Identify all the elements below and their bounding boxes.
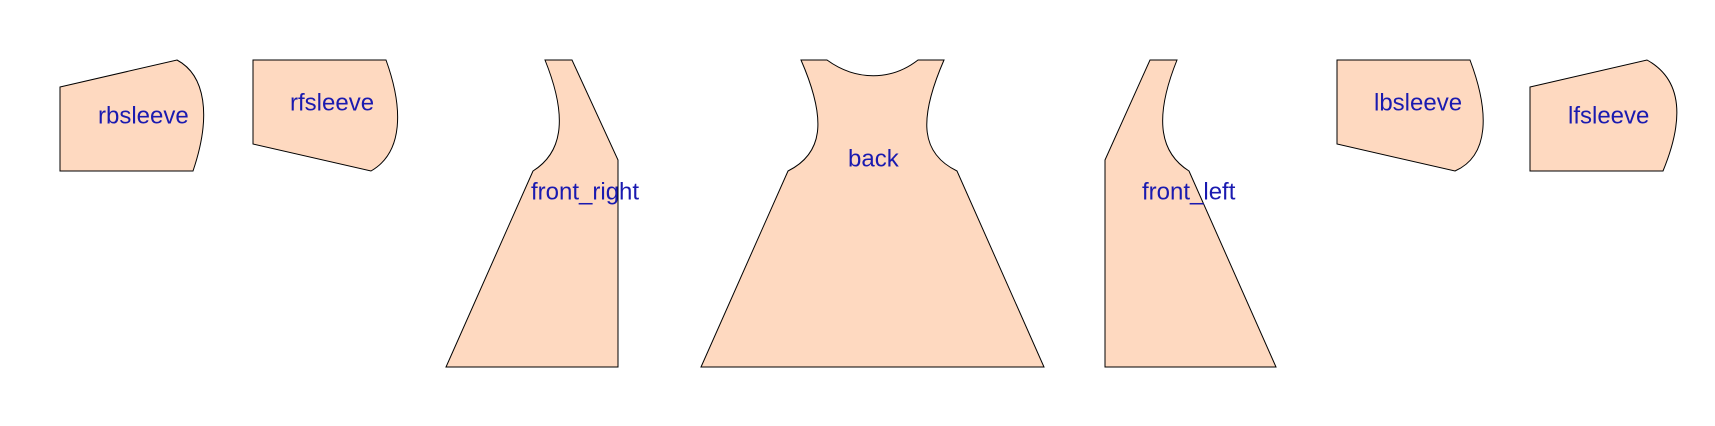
- piece-back-shape: [700, 59, 1045, 368]
- piece-front-right-shape: [445, 59, 619, 368]
- piece-lbsleeve-label: lbsleeve: [1374, 89, 1462, 116]
- piece-rbsleeve[interactable]: rbsleeve: [59, 59, 205, 172]
- piece-rbsleeve-label: rbsleeve: [98, 102, 189, 129]
- piece-front-left[interactable]: front_left: [1104, 59, 1277, 368]
- piece-back-label: back: [848, 145, 900, 172]
- piece-back[interactable]: back: [700, 59, 1045, 368]
- piece-front-right-label: front_right: [531, 178, 639, 205]
- piece-lbsleeve-shape: [1336, 59, 1484, 172]
- piece-lbsleeve[interactable]: lbsleeve: [1336, 59, 1484, 172]
- piece-front-left-shape: [1104, 59, 1277, 368]
- piece-front-left-label: front_left: [1142, 178, 1236, 205]
- piece-rbsleeve-shape: [59, 59, 205, 172]
- piece-lfsleeve-label: lfsleeve: [1568, 102, 1649, 129]
- piece-rfsleeve[interactable]: rfsleeve: [252, 59, 399, 172]
- piece-lfsleeve[interactable]: lfsleeve: [1529, 59, 1678, 172]
- piece-rfsleeve-label: rfsleeve: [290, 89, 374, 116]
- piece-front-right[interactable]: front_right: [445, 59, 639, 368]
- piece-rfsleeve-shape: [252, 59, 399, 172]
- piece-lfsleeve-shape: [1529, 59, 1678, 172]
